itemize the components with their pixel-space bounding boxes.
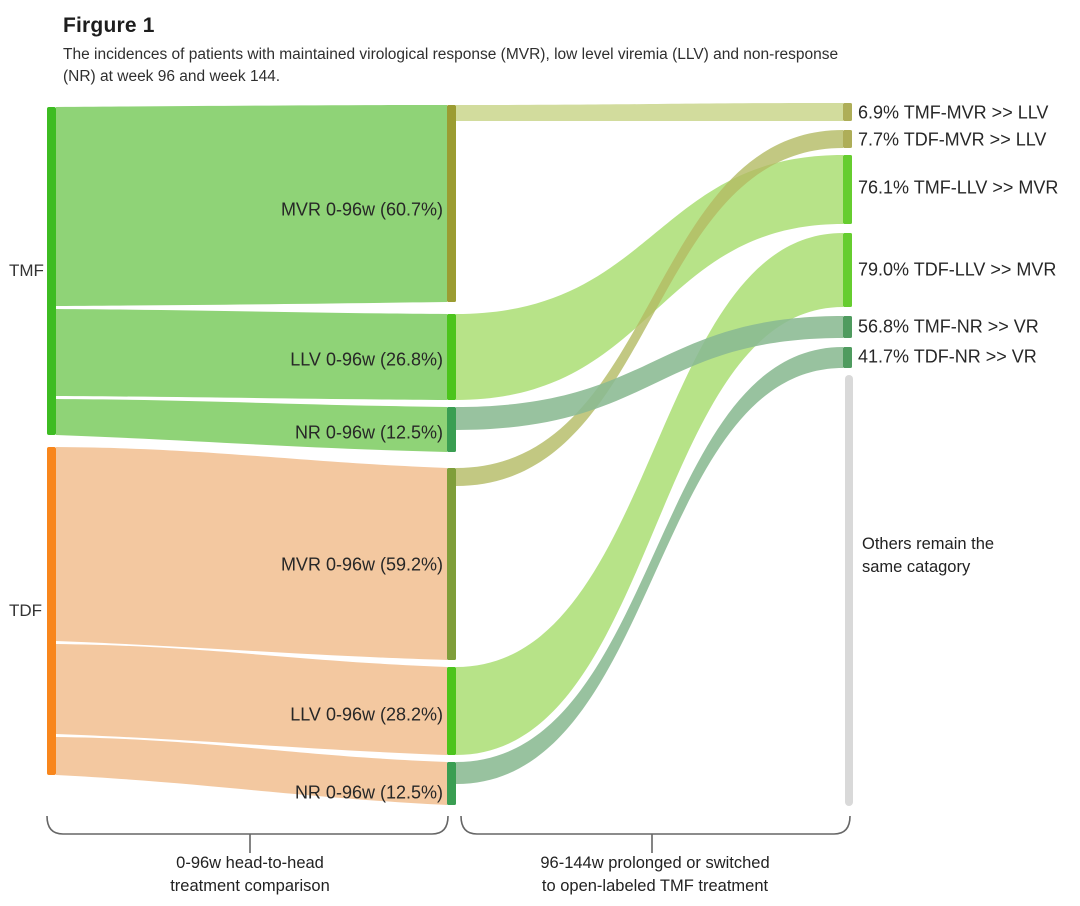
label-tdf-mvr-96w: MVR 0-96w (59.2%) <box>280 554 443 575</box>
flow-tmf-nr-to-vr <box>456 316 843 430</box>
node-others-remain <box>845 375 853 806</box>
flow-tdf-llv-to-mvr <box>456 233 843 755</box>
stage1-caption: 0-96w head-to-head treatment comparison <box>100 852 400 898</box>
flow-tdf-mvr-to-llv <box>456 130 843 486</box>
flow-tmf-to-mvr <box>56 105 447 306</box>
label-tmf-mvr-to-llv: 6.9% TMF-MVR >> LLV <box>858 102 1049 123</box>
label-tmf-llv-96w: LLV 0-96w (26.8%) <box>290 349 443 370</box>
node-tmf-mvr-to-llv <box>843 103 852 121</box>
node-tmf-nr-to-vr <box>843 316 852 338</box>
flow-tmf-mvr-to-llv <box>456 103 843 121</box>
flow-tdf-to-nr <box>56 737 447 805</box>
label-tdf-nr-96w: NR 0-96w (12.5%) <box>294 782 443 803</box>
figure-title: Firgure 1 <box>63 14 155 37</box>
flow-tmf-llv-to-mvr <box>456 155 843 400</box>
node-tmf-nr-96w <box>447 407 456 452</box>
label-tmf-nr-to-vr: 56.8% TMF-NR >> VR <box>858 316 1039 337</box>
node-tmf <box>47 107 56 435</box>
stage1-caption-line1: 0-96w head-to-head <box>176 854 324 872</box>
others-remain-note: Others remain the same catagory <box>862 535 995 577</box>
flow-tdf-nr-to-vr <box>456 347 843 784</box>
flow-tmf-to-llv <box>56 309 447 400</box>
figure-subtitle: The incidences of patients with maintain… <box>63 46 839 85</box>
label-tmf-arm: TMF <box>9 261 44 280</box>
label-tdf-mvr-to-llv: 7.7% TDF-MVR >> LLV <box>858 129 1047 150</box>
node-tdf-mvr-96w <box>447 468 456 660</box>
flow-tdf-to-llv <box>56 644 447 755</box>
label-tdf-llv-96w: LLV 0-96w (28.2%) <box>290 704 443 725</box>
stage1-brace <box>46 815 449 853</box>
node-tmf-llv-to-mvr <box>843 155 852 224</box>
stage1-caption-line2: treatment comparison <box>170 877 330 896</box>
node-tmf-mvr-96w <box>447 105 456 302</box>
label-tmf-llv-to-mvr: 76.1% TMF-LLV >> MVR <box>858 177 1059 198</box>
node-tdf-llv-96w <box>447 667 456 755</box>
label-tmf-mvr-96w: MVR 0-96w (60.7%) <box>280 199 443 220</box>
label-tmf-nr-96w: NR 0-96w (12.5%) <box>294 422 443 443</box>
stage2-brace <box>460 815 851 853</box>
node-tdf-nr-96w <box>447 762 456 805</box>
label-tdf-arm: TDF <box>9 601 43 620</box>
node-tdf-nr-to-vr <box>843 347 852 368</box>
stage2-caption-line1: 96-144w prolonged or switched <box>540 854 770 872</box>
node-tdf-llv-to-mvr <box>843 233 852 307</box>
node-tdf <box>47 447 56 775</box>
label-tdf-nr-to-vr: 41.7% TDF-NR >> VR <box>858 346 1037 367</box>
flow-tmf-to-nr <box>56 399 447 452</box>
stage2-caption: 96-144w prolonged or switched to open-la… <box>455 852 855 898</box>
label-tdf-llv-to-mvr: 79.0% TDF-LLV >> MVR <box>858 259 1057 280</box>
stage2-caption-line2: to open-labeled TMF treatment <box>541 877 769 896</box>
node-tdf-mvr-to-llv <box>843 130 852 148</box>
node-tmf-llv-96w <box>447 314 456 400</box>
flow-tdf-to-mvr <box>56 447 447 660</box>
